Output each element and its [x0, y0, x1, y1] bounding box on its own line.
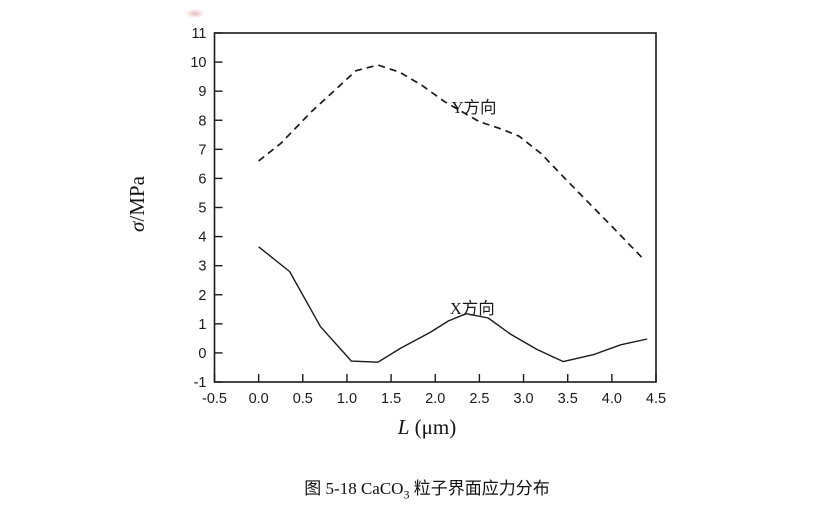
x-tick-label: 1.5: [381, 391, 401, 407]
caption-text-suffix: 粒子界面应力分布: [409, 479, 550, 498]
x-direction-curve: [258, 246, 648, 363]
scan-artifact-dot: [186, 9, 204, 18]
caption-subscript: 3: [403, 487, 410, 502]
y-tick-label: 10: [190, 55, 206, 71]
y-axis-title: σ/MPa: [125, 175, 149, 232]
x-tick-label: 2.5: [469, 391, 489, 407]
y-tick-label: 2: [198, 288, 206, 304]
caption-text-prefix: 图 5-18 CaCO: [304, 479, 404, 498]
figure-caption: 图 5-18 CaCO3 粒子界面应力分布: [304, 474, 549, 502]
y-tick-label: -1: [194, 375, 207, 391]
y-tick-label: 8: [198, 113, 206, 129]
y-tick-label: 0: [198, 346, 206, 362]
y-tick-label: 11: [191, 26, 206, 42]
y-tick-label: 4: [198, 230, 206, 246]
x-tick-label: 2.0: [425, 391, 445, 407]
y-direction-label: Y方向: [452, 98, 497, 117]
y-direction-curve: [258, 64, 644, 259]
y-tick-label: 3: [198, 259, 206, 275]
y-tick-label: 9: [198, 84, 206, 100]
x-tick-label: 0.5: [293, 391, 313, 407]
y-tick-label: 7: [198, 142, 206, 158]
x-tick-label: 0.0: [249, 391, 269, 407]
x-direction-label: X方向: [450, 299, 495, 318]
x-tick-label: 3.0: [513, 391, 533, 407]
x-tick-label: 1.0: [337, 391, 357, 407]
x-tick-label: 3.5: [558, 391, 578, 407]
y-tick-label: 6: [198, 171, 206, 187]
y-tick-label: 1: [198, 317, 206, 333]
y-tick-label: 5: [198, 201, 206, 217]
x-tick-label: 4.0: [602, 391, 622, 407]
x-axis-title: L (μm): [397, 415, 457, 439]
x-tick-label: 4.5: [646, 391, 666, 407]
stress-distribution-chart: -0.5 0.0 0.5 1.0 1.5 2.0 2.5 3.0 3.5 4.0 4.5 -1 0 1 2 3…: [125, 26, 666, 439]
x-tick-label: -0.5: [202, 391, 227, 407]
